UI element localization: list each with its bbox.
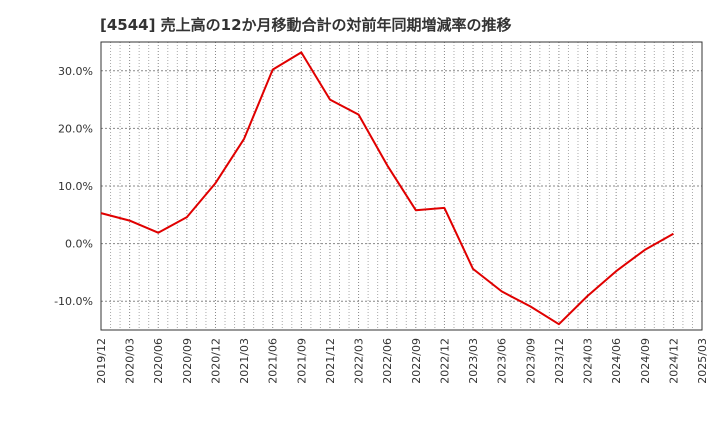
x-tick-label: 2021/12 bbox=[324, 338, 337, 384]
plot-area-frame bbox=[100, 41, 703, 331]
x-tick-label: 2024/12 bbox=[667, 338, 680, 384]
x-tick-label: 2019/12 bbox=[95, 338, 108, 384]
x-tick-label: 2022/06 bbox=[381, 338, 394, 384]
x-tick-label: 2020/03 bbox=[124, 338, 137, 384]
y-tick-label: 30.0% bbox=[58, 65, 93, 78]
y-tick-label: 0.0% bbox=[65, 238, 93, 251]
x-tick-label: 2023/09 bbox=[524, 338, 537, 384]
series-layer bbox=[100, 51, 674, 326]
grid-lines bbox=[101, 42, 702, 330]
x-tick-label: 2021/09 bbox=[295, 338, 308, 384]
x-tick-label: 2020/06 bbox=[152, 338, 165, 384]
x-tick-label: 2020/09 bbox=[181, 338, 194, 384]
x-tick-label: 2022/09 bbox=[410, 338, 423, 384]
chart-title: [4544] 売上高の12か月移動合計の対前年同期増減率の推移 bbox=[100, 16, 512, 34]
x-axis-tick-labels: 2019/12 2020/03 2020/06 2020/09 2020/12 2021/… bbox=[95, 338, 709, 384]
x-tick-label: 2020/12 bbox=[209, 338, 222, 384]
x-tick-label: 2023/12 bbox=[553, 338, 566, 384]
y-tick-label: -10.0% bbox=[54, 295, 93, 308]
y-axis-tick-labels: -10.0% 0.0% 10.0% 20.0% 30.0% bbox=[54, 65, 93, 308]
x-tick-label: 2023/06 bbox=[496, 338, 509, 384]
x-tick-label: 2024/03 bbox=[582, 338, 595, 384]
x-tick-label: 2024/09 bbox=[639, 338, 652, 384]
x-tick-label: 2022/12 bbox=[438, 338, 451, 384]
x-tick-label: 2023/03 bbox=[467, 338, 480, 384]
series-line bbox=[100, 51, 674, 326]
x-tick-label: 2021/06 bbox=[267, 338, 280, 384]
x-tick-label: 2022/03 bbox=[353, 338, 366, 384]
x-tick-label: 2025/03 bbox=[696, 338, 709, 384]
y-tick-label: 10.0% bbox=[58, 180, 93, 193]
x-tick-label: 2021/03 bbox=[238, 338, 251, 384]
y-tick-label: 20.0% bbox=[58, 122, 93, 135]
x-tick-label: 2024/06 bbox=[610, 338, 623, 384]
